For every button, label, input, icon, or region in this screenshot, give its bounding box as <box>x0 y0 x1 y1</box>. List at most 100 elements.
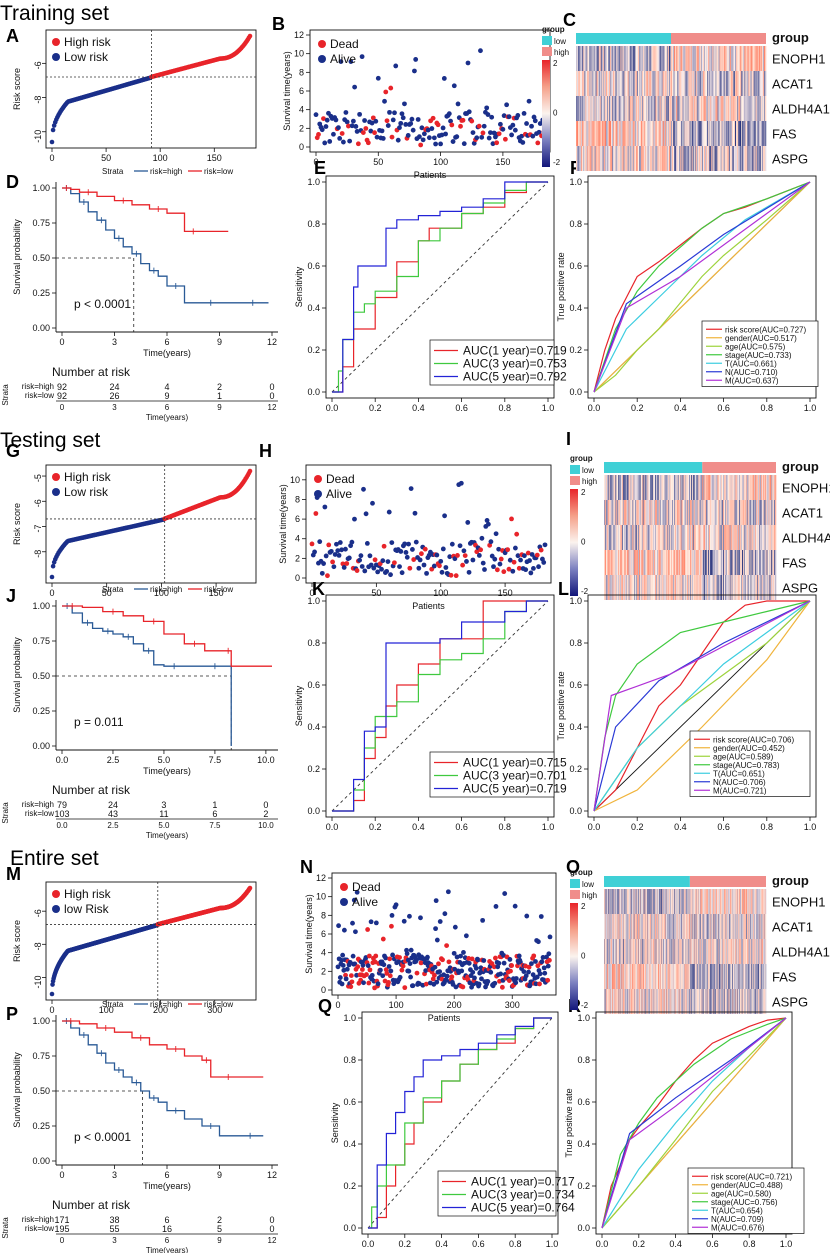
heatmap-cell <box>730 96 733 121</box>
heatmap-cell <box>755 575 757 600</box>
y-tick-label: 0.4 <box>307 722 320 732</box>
roc-curve <box>593 600 811 812</box>
heatmap-cell <box>624 46 626 71</box>
heatmap-cell <box>608 46 610 71</box>
heatmap-cell <box>634 914 636 939</box>
heatmap-cell <box>671 46 673 71</box>
survival-point <box>535 140 541 146</box>
heatmap-cell <box>592 71 594 96</box>
heatmap-cell <box>628 914 630 939</box>
heatmap-cell <box>614 525 616 550</box>
heatmap-cell <box>649 575 651 600</box>
heatmap-cell <box>731 96 734 121</box>
heatmap-cell <box>676 939 677 964</box>
heatmap-cell <box>615 46 617 71</box>
heatmap-cell <box>647 550 649 575</box>
heatmap-cell <box>638 889 640 914</box>
survival-point <box>501 569 507 575</box>
heatmap-cell <box>652 71 654 96</box>
heatmap-cell <box>704 914 706 939</box>
roc-legend-entry: age(AUC=0.575) <box>725 342 786 351</box>
group-bar-high <box>689 876 766 887</box>
heatmap-cell <box>645 550 647 575</box>
heatmap-cell <box>724 46 727 71</box>
heatmap-cell <box>687 889 688 914</box>
heatmap-cell <box>715 121 717 146</box>
heatmap-cell <box>658 96 660 121</box>
heatmap-cell <box>581 121 583 146</box>
heatmap-cell <box>733 914 734 939</box>
heatmap-cell <box>719 500 721 525</box>
heatmap-cell <box>732 550 734 575</box>
heatmap-cell <box>641 71 643 96</box>
heatmap-cell <box>619 96 621 121</box>
survival-point <box>494 140 500 146</box>
survival-point <box>317 539 323 545</box>
heatmap-cell <box>724 575 727 600</box>
heatmap-cell <box>655 550 658 575</box>
heatmap-cell <box>627 964 628 989</box>
roc-y-axis-label: Sensitivity <box>294 685 304 726</box>
heatmap-cell <box>716 475 718 500</box>
heatmap-cell <box>688 889 690 914</box>
heatmap-cell <box>630 575 632 600</box>
legend-low-marker <box>52 53 60 61</box>
heatmap-cell <box>712 914 714 939</box>
x-tick-label: 6 <box>164 337 169 347</box>
heatmap-cell <box>608 575 610 600</box>
heatmap-cell <box>732 939 734 964</box>
heatmap-cell <box>773 525 775 550</box>
heatmap-cell <box>689 146 691 171</box>
survival-point <box>493 955 498 961</box>
heatmap-cell <box>657 939 659 964</box>
heatmap-cell <box>725 939 727 964</box>
heatmap-cell <box>636 500 638 525</box>
heatmap-cell <box>611 475 613 500</box>
heatmap-cell <box>606 939 607 964</box>
survival-point <box>424 570 429 576</box>
heatmap-cell <box>609 575 611 600</box>
heatmap-cell <box>619 964 620 989</box>
heatmap-cell <box>687 146 689 171</box>
survival-point <box>325 573 330 579</box>
heatmap-cell <box>679 500 681 525</box>
heatmap-cell <box>628 71 630 96</box>
heatmap-cell <box>695 146 698 171</box>
heatmap-cell <box>604 914 606 939</box>
heatmap-cell <box>659 575 662 600</box>
heatmap-cell <box>608 121 610 146</box>
heatmap-cell <box>621 71 623 96</box>
heatmap-cell <box>637 575 639 600</box>
heatmap-cell <box>626 71 628 96</box>
heatmap-cell <box>699 71 702 96</box>
heatmap-cell <box>612 46 614 71</box>
heatmap-cell <box>686 889 688 914</box>
survival-point <box>339 131 345 136</box>
survival-point <box>533 959 538 964</box>
heatmap-cell <box>644 121 646 146</box>
survival-point <box>363 126 369 131</box>
heatmap-cell <box>753 575 755 600</box>
heatmap-cell <box>640 575 643 600</box>
survival-point <box>332 552 338 557</box>
heatmap-cell <box>625 575 627 600</box>
heatmap-cell <box>764 939 765 964</box>
heatmap-cell <box>652 46 654 71</box>
heatmap-cell <box>685 939 687 964</box>
heatmap-cell <box>748 121 750 146</box>
heatmap-cell <box>729 96 732 121</box>
heatmap-cell <box>743 939 745 964</box>
heatmap-cell <box>740 71 742 96</box>
heatmap-cell <box>763 71 766 96</box>
heatmap-cell <box>700 525 702 550</box>
heatmap-cell <box>745 71 747 96</box>
heatmap-cell <box>773 575 775 600</box>
heatmap-cell <box>622 146 624 171</box>
at-risk-high-value: 92 <box>57 382 67 392</box>
heatmap-cell <box>707 550 709 575</box>
heatmap-cell <box>743 71 745 96</box>
heatmap-cell <box>664 550 666 575</box>
roc-legend-entry: risk score(AUC=0.706) <box>713 735 794 744</box>
survival-point <box>400 963 406 969</box>
heatmap-cell <box>686 914 688 939</box>
